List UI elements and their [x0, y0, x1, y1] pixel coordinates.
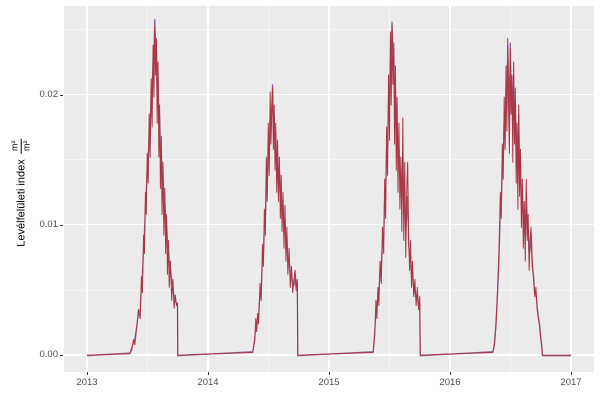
grid-minor-vertical	[147, 6, 148, 372]
grid-minor-vertical	[268, 6, 269, 372]
grid-major-vertical	[86, 6, 88, 372]
x-tick-mark	[207, 372, 209, 375]
grid-minor-vertical	[510, 6, 511, 372]
grid-major-vertical	[570, 6, 572, 372]
x-tick-mark	[450, 372, 451, 375]
x-tick-label: 2013	[76, 377, 98, 388]
grid-major-vertical	[449, 6, 451, 372]
grid-major-horizontal	[64, 224, 594, 226]
grid-major-horizontal	[64, 93, 594, 96]
grid-major-vertical	[328, 6, 330, 372]
plot-panel	[64, 6, 594, 372]
y-tick-label: 0.00	[39, 349, 59, 361]
x-tick-label: 2015	[318, 377, 340, 388]
x-tick-mark	[329, 372, 330, 375]
y-axis-title-text: Levélfelületi index	[15, 158, 28, 247]
y-axis-title: Levélfelületi index m² m²	[9, 137, 32, 247]
grid-major-vertical	[207, 6, 209, 372]
y-tick-mark	[60, 94, 63, 96]
y-tick-label: 0.02	[39, 88, 59, 100]
y-tick-mark	[60, 224, 63, 226]
y-axis-title-wrap: Levélfelületi index m² m²	[2, 0, 40, 384]
x-tick-label: 2017	[560, 377, 582, 388]
x-tick-label: 2014	[197, 377, 219, 388]
series-plot	[86, 18, 572, 357]
x-tick-mark	[86, 372, 88, 375]
fraction-denominator: m²	[21, 140, 32, 151]
grid-minor-vertical	[389, 6, 390, 372]
y-tick-mark	[60, 355, 63, 357]
x-tick-label: 2016	[439, 377, 461, 388]
lai-series-purple-line	[86, 18, 572, 357]
fraction-numerator: m²	[9, 140, 20, 151]
grid-major-horizontal	[64, 354, 594, 356]
lai-series-red-line	[86, 25, 572, 356]
y-axis-title-fraction: m² m²	[9, 137, 32, 153]
y-tick-label: 0.01	[39, 218, 59, 230]
x-tick-mark	[571, 372, 572, 375]
